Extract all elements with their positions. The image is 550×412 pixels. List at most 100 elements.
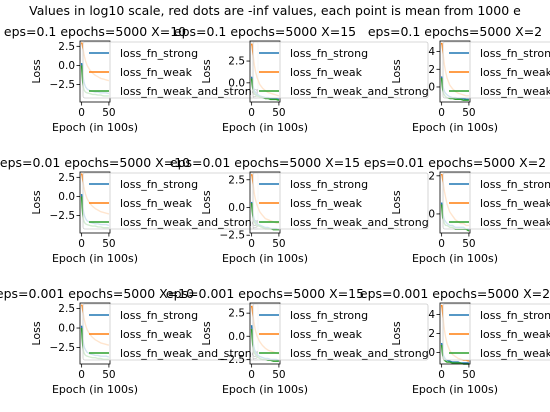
x-tick-label: 50 bbox=[102, 238, 115, 250]
y-tick-label: 2 bbox=[428, 64, 435, 76]
x-tick-label: 50 bbox=[102, 107, 115, 119]
x-tick-label: 0 bbox=[438, 238, 445, 250]
legend-label: loss_fn_weak_and_strong bbox=[120, 85, 259, 98]
x-tick-label: 0 bbox=[438, 107, 445, 119]
y-tick-label: 0.0 bbox=[58, 60, 75, 72]
legend-label: loss_fn_weak_and_strong bbox=[120, 216, 259, 229]
y-tick-label: −2.5 bbox=[50, 342, 76, 354]
legend-label: loss_fn_strong bbox=[120, 47, 198, 60]
subplot-title: eps=0.1 epochs=5000 X=15 bbox=[174, 24, 356, 39]
x-tick-label: 50 bbox=[272, 369, 285, 381]
legend-label: loss_fn_weak bbox=[120, 197, 193, 210]
y-tick-label: 0 bbox=[428, 208, 435, 220]
legend-label: loss_fn_weak_and_strong bbox=[480, 85, 550, 98]
legend-label: loss_fn_strong bbox=[120, 178, 198, 191]
y-tick-label: −2.5 bbox=[220, 354, 246, 366]
legend-label: loss_fn_strong bbox=[290, 47, 368, 60]
legend-label: loss_fn_weak bbox=[480, 328, 550, 341]
y-axis-label: Loss bbox=[30, 59, 43, 83]
x-axis-label: Epoch (in 100s) bbox=[52, 252, 138, 265]
y-tick-label: 2.5 bbox=[228, 174, 245, 186]
legend-label: loss_fn_weak bbox=[480, 197, 550, 210]
subplot-9: 0 50 0 2 4 Epoch (in 100s) Loss loss_fn_strongl… bbox=[360, 286, 550, 396]
x-tick-label: 0 bbox=[248, 238, 255, 250]
y-tick-label: 2.5 bbox=[58, 41, 75, 53]
y-axis-label: Loss bbox=[200, 190, 213, 214]
legend-label: loss_fn_weak_and_strong bbox=[480, 216, 550, 229]
subplot-title: eps=0.1 epochs=5000 X=2 bbox=[368, 24, 542, 39]
y-tick-label: 2 bbox=[428, 328, 435, 340]
subplot-title: eps=0.01 epochs=5000 X=10 bbox=[0, 155, 190, 170]
subplot-title: eps=0.01 epochs=5000 X=2 bbox=[364, 155, 546, 170]
y-tick-label: 2 bbox=[428, 170, 435, 182]
legend-box bbox=[442, 303, 550, 361]
subplot-8: 0 50 −2.5 0.0 2.5 Epoch (in 100s) Loss loss_fn_… bbox=[166, 286, 429, 396]
x-tick-label: 50 bbox=[272, 107, 285, 119]
x-tick-label: 0 bbox=[248, 107, 255, 119]
y-tick-label: −2.5 bbox=[50, 79, 76, 91]
subplot-title: eps=0.001 epochs=5000 X=10 bbox=[0, 286, 194, 301]
x-axis-label: Epoch (in 100s) bbox=[52, 121, 138, 134]
y-axis-label: Loss bbox=[200, 321, 213, 345]
legend-label: loss_fn_weak bbox=[120, 328, 193, 341]
y-tick-label: −2.5 bbox=[220, 230, 246, 242]
subplot-title: eps=0.001 epochs=5000 X=15 bbox=[166, 286, 364, 301]
legend-label: loss_fn_strong bbox=[120, 309, 198, 322]
subplot-title: eps=0.1 epochs=5000 X=10 bbox=[4, 24, 186, 39]
figure-suptitle: Values in log10 scale, red dots are -inf… bbox=[29, 3, 521, 18]
legend-label: loss_fn_weak bbox=[290, 197, 363, 210]
x-tick-label: 0 bbox=[438, 369, 445, 381]
y-tick-label: 0.0 bbox=[228, 77, 245, 89]
y-axis-label: Loss bbox=[390, 190, 403, 214]
x-axis-label: Epoch (in 100s) bbox=[52, 383, 138, 396]
x-axis-label: Epoch (in 100s) bbox=[222, 383, 308, 396]
x-tick-label: 50 bbox=[462, 238, 475, 250]
y-tick-label: 0.0 bbox=[58, 323, 75, 335]
x-tick-label: 0 bbox=[78, 107, 85, 119]
legend-label: loss_fn_weak bbox=[290, 66, 363, 79]
y-tick-label: 4 bbox=[428, 309, 435, 321]
y-tick-label: 2.5 bbox=[228, 308, 245, 320]
y-tick-label: 0.0 bbox=[228, 202, 245, 214]
legend-label: loss_fn_weak_and_strong bbox=[290, 85, 429, 98]
legend-box bbox=[252, 172, 429, 230]
legend-label: loss_fn_weak_and_strong bbox=[290, 347, 429, 360]
y-tick-label: 2.5 bbox=[58, 172, 75, 184]
subplot-title: eps=0.001 epochs=5000 X=2 bbox=[360, 286, 550, 301]
y-axis-label: Loss bbox=[30, 190, 43, 214]
legend-label: loss_fn_strong bbox=[290, 309, 368, 322]
legend-box bbox=[252, 41, 429, 99]
legend-box bbox=[442, 41, 550, 99]
x-tick-label: 50 bbox=[102, 369, 115, 381]
legend-box bbox=[442, 172, 550, 230]
x-axis-label: Epoch (in 100s) bbox=[222, 121, 308, 134]
x-tick-label: 50 bbox=[462, 369, 475, 381]
y-tick-label: 0.0 bbox=[58, 191, 75, 203]
legend-label: loss_fn_strong bbox=[480, 47, 550, 60]
x-tick-label: 0 bbox=[78, 369, 85, 381]
y-tick-label: 4 bbox=[428, 46, 435, 58]
legend-label: loss_fn_strong bbox=[480, 178, 550, 191]
y-tick-label: −2.5 bbox=[50, 210, 76, 222]
y-axis-label: Loss bbox=[30, 321, 43, 345]
y-axis-label: Loss bbox=[390, 59, 403, 83]
x-axis-label: Epoch (in 100s) bbox=[412, 383, 498, 396]
x-tick-label: 0 bbox=[248, 369, 255, 381]
y-tick-label: 2.5 bbox=[228, 56, 245, 68]
x-axis-label: Epoch (in 100s) bbox=[412, 252, 498, 265]
legend-label: loss_fn_weak bbox=[120, 66, 193, 79]
x-tick-label: 50 bbox=[462, 107, 475, 119]
subplot-2: 0 50 0.0 2.5 Epoch (in 100s) Loss loss_fn_stro… bbox=[174, 24, 429, 134]
y-tick-label: 2.5 bbox=[58, 303, 75, 315]
y-tick-label: 0 bbox=[428, 347, 435, 359]
x-tick-label: 50 bbox=[272, 238, 285, 250]
subplot-1: 0 50 −2.5 0.0 2.5 Epoch (in 100s) Loss loss_fn_… bbox=[4, 24, 259, 134]
x-tick-label: 0 bbox=[78, 238, 85, 250]
legend-label: loss_fn_strong bbox=[480, 309, 550, 322]
legend-label: loss_fn_weak_and_strong bbox=[290, 216, 429, 229]
x-axis-label: Epoch (in 100s) bbox=[412, 121, 498, 134]
y-axis-label: Loss bbox=[390, 321, 403, 345]
